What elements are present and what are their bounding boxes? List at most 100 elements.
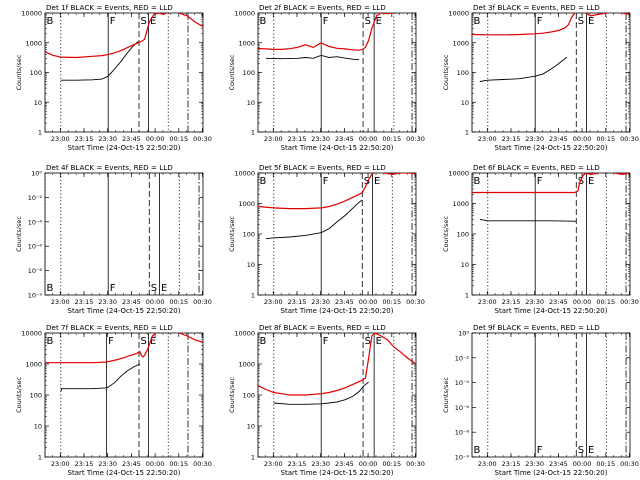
x-tick-label: 23:15 <box>288 135 307 143</box>
marker-label: E <box>374 176 380 187</box>
x-axis-label: Start Time (24-Oct-15 22:50:20) <box>281 144 394 152</box>
marker-label: B <box>474 16 481 27</box>
x-tick-label: 00:15 <box>382 135 401 143</box>
y-tick-label: 10000 <box>234 10 255 18</box>
x-tick-label: 00:30 <box>620 135 639 143</box>
y-tick-label: 1000 <box>452 200 469 208</box>
x-tick-label: 23:15 <box>288 298 307 306</box>
panel-title: Det 1f BLACK = Events, RED = LLD <box>46 3 173 12</box>
y-tick-label: 1000 <box>452 39 469 47</box>
x-axis-label: Start Time (24-Oct-15 22:50:20) <box>68 144 181 152</box>
marker-label: F <box>110 16 116 27</box>
x-tick-label: 23:30 <box>525 298 544 306</box>
y-tick-label: 10 <box>247 423 255 431</box>
x-tick-label: 00:15 <box>382 460 401 468</box>
panel-title: Det 2f BLACK = Events, RED = LLD <box>259 3 386 12</box>
marker-label: F <box>537 445 543 456</box>
y-tick-label: 10 <box>461 99 469 107</box>
marker-label: B <box>474 445 481 456</box>
x-tick-label: 00:15 <box>382 298 401 306</box>
panel-title: Det 8f BLACK = Events, RED = LLD <box>259 323 386 332</box>
marker-label: B <box>474 176 481 187</box>
y-tick-label: 1000 <box>238 361 255 369</box>
x-tick-label: 23:15 <box>75 298 94 306</box>
x-tick-label: 23:00 <box>264 460 283 468</box>
x-tick-label: 23:45 <box>549 460 568 468</box>
series-events <box>265 54 360 61</box>
marker-label: S <box>365 336 371 347</box>
series-lld <box>258 173 416 210</box>
plot-frame <box>44 172 204 296</box>
marker-label: E <box>161 283 167 294</box>
x-tick-label: 23:15 <box>502 460 521 468</box>
marker-label: S <box>141 336 147 347</box>
x-tick-label: 23:30 <box>525 460 544 468</box>
x-tick-label: 23:00 <box>51 460 70 468</box>
x-tick-label: 00:00 <box>573 135 592 143</box>
series-events <box>273 381 369 405</box>
x-tick-label: 23:45 <box>549 135 568 143</box>
y-tick-label: 10000 <box>21 330 42 338</box>
y-tick-label: 10000 <box>448 170 469 178</box>
y-tick-label: 10 <box>247 99 255 107</box>
marker-label: F <box>108 336 114 347</box>
y-tick-label: 1 <box>465 129 469 137</box>
x-tick-label: 00:00 <box>573 460 592 468</box>
x-tick-label: 23:30 <box>311 298 330 306</box>
x-tick-label: 23:15 <box>502 135 521 143</box>
y-tick-label: 10⁻⁶ <box>455 404 470 412</box>
panel-4: Det 4f BLACK = Events, RED = LLD 10⁻⁹ 10⁻⁸… <box>15 163 212 315</box>
y-tick-label: 1 <box>465 292 469 300</box>
series-events <box>60 41 139 81</box>
y-tick-label: 10⁻⁹ <box>455 454 470 462</box>
y-tick-label: 1 <box>251 129 255 137</box>
series-lld <box>472 173 630 194</box>
x-tick-label: 00:30 <box>620 298 639 306</box>
x-tick-label: 23:45 <box>335 460 354 468</box>
x-tick-label: 23:00 <box>264 135 283 143</box>
x-tick-label: 00:30 <box>406 135 425 143</box>
y-tick-label: 10⁻⁸ <box>28 267 43 275</box>
x-tick-label: 23:30 <box>311 135 330 143</box>
y-tick-label: 100 <box>243 231 255 239</box>
marker-label: S <box>578 445 584 456</box>
x-axis-label: Start Time (24-Oct-15 22:50:20) <box>281 307 394 315</box>
series-lld <box>45 13 203 59</box>
x-axis-label: Start Time (24-Oct-15 22:50:20) <box>281 469 394 477</box>
y-tick-label: 10⁰ <box>458 330 469 338</box>
panel-9: Det 9f BLACK = Events, RED = LLD 10⁻⁹ 10⁻⁸… <box>442 323 639 477</box>
plot-frame <box>257 172 417 296</box>
x-tick-label: 23:00 <box>478 135 497 143</box>
panel-title: Det 4f BLACK = Events, RED = LLD <box>46 163 173 172</box>
y-tick-label: 10⁰ <box>31 170 42 178</box>
series-events <box>265 199 363 240</box>
x-tick-label: 00:30 <box>406 298 425 306</box>
x-tick-label: 00:00 <box>146 460 165 468</box>
y-tick-label: 10⁻⁸ <box>455 429 470 437</box>
y-tick-label: 10⁻⁹ <box>28 292 43 300</box>
marker-label: F <box>537 176 543 187</box>
x-tick-label: 23:45 <box>549 298 568 306</box>
y-tick-label: 10⁻² <box>28 194 43 202</box>
series-lld <box>45 333 203 364</box>
x-tick-label: 00:00 <box>146 135 165 143</box>
x-tick-label: 23:45 <box>335 135 354 143</box>
panel-title: Det 5f BLACK = Events, RED = LLD <box>259 163 386 172</box>
x-tick-label: 00:15 <box>169 460 188 468</box>
x-tick-label: 23:30 <box>98 460 117 468</box>
marker-label: F <box>323 336 329 347</box>
panel-5: Det 5f BLACK = Events, RED = LLD 1 10 100 10… <box>228 163 425 315</box>
y-tick-label: 10000 <box>448 10 469 18</box>
panel-7: Det 7f BLACK = Events, RED = LLD 1 10 100 10… <box>15 323 212 477</box>
marker-label: S <box>365 16 371 27</box>
marker-label: F <box>110 283 116 294</box>
x-tick-label: 00:15 <box>169 298 188 306</box>
y-axis-label: Counts/sec <box>15 54 23 90</box>
marker-label: E <box>588 445 594 456</box>
y-tick-label: 100 <box>457 69 469 77</box>
x-axis-label: Start Time (24-Oct-15 22:50:20) <box>68 469 181 477</box>
marker-label: B <box>260 176 267 187</box>
y-axis-label: Counts/sec <box>228 216 236 252</box>
marker-label: S <box>151 283 157 294</box>
